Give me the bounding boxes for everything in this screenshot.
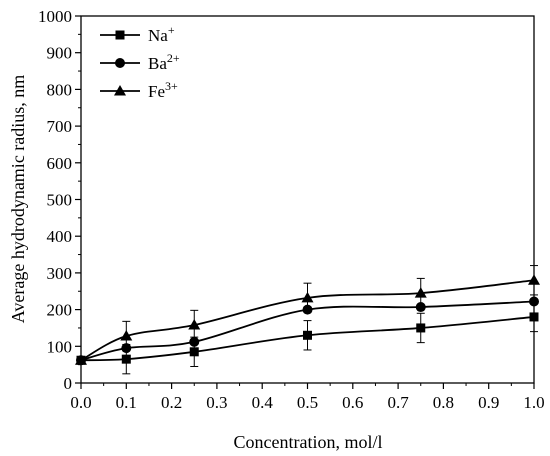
y-tick-label: 1000 bbox=[38, 7, 72, 26]
legend-marker bbox=[115, 58, 125, 68]
x-axis-title: Concentration, mol/l bbox=[234, 432, 383, 452]
x-tick-label: 0.6 bbox=[342, 393, 363, 412]
data-point bbox=[528, 274, 540, 285]
y-axis-title: Average hydrodynamic radius, nm bbox=[8, 75, 28, 324]
data-point bbox=[416, 323, 426, 333]
series-layer bbox=[75, 265, 540, 375]
x-tick-label: 0.1 bbox=[116, 393, 137, 412]
y-tick-label: 100 bbox=[47, 337, 73, 356]
data-point bbox=[414, 287, 427, 298]
x-tick-label: 0.7 bbox=[387, 393, 409, 412]
data-point bbox=[189, 347, 199, 357]
y-tick-label: 300 bbox=[47, 264, 73, 283]
data-point bbox=[529, 296, 539, 307]
data-point bbox=[301, 291, 314, 303]
legend-label-charge: 2+ bbox=[167, 51, 180, 65]
data-point bbox=[303, 330, 312, 340]
y-tick-label: 800 bbox=[47, 80, 73, 99]
y-tick-label: 600 bbox=[47, 154, 73, 173]
y-tick-label: 500 bbox=[47, 191, 73, 210]
legend: Na+ Ba2+ Fe3+ bbox=[100, 23, 180, 101]
x-tick-label: 0.2 bbox=[161, 393, 182, 412]
data-point bbox=[121, 354, 131, 364]
legend-entry-ba: Ba2+ bbox=[100, 51, 180, 73]
legend-label-charge: + bbox=[168, 23, 175, 37]
legend-label-charge: 3+ bbox=[165, 79, 178, 93]
y-tick-label: 200 bbox=[47, 301, 73, 320]
x-tick-label: 0.4 bbox=[252, 393, 274, 412]
y-tick-label: 0 bbox=[64, 374, 73, 393]
x-tick-label: 0.8 bbox=[433, 393, 454, 412]
legend-marker bbox=[115, 30, 125, 40]
data-point bbox=[120, 330, 133, 341]
x-tick-label: 0.0 bbox=[70, 393, 91, 412]
legend-label: Fe3+ bbox=[148, 79, 178, 101]
y-tick-label: 900 bbox=[47, 44, 73, 63]
legend-label: Ba2+ bbox=[148, 51, 180, 73]
series-fe bbox=[75, 265, 540, 365]
ticks: 0.0 0.1 0.2 0.3 0.4 0.5 0.6 0.7 0.8 0.9 1.0 0 100 200… bbox=[38, 7, 545, 412]
data-point bbox=[75, 354, 87, 365]
y-tick-label: 400 bbox=[47, 227, 73, 246]
y-tick-label: 700 bbox=[47, 117, 73, 136]
data-point bbox=[188, 319, 201, 330]
data-point bbox=[529, 312, 539, 322]
legend-label-symbol: Na bbox=[148, 26, 168, 45]
legend-entry-na: Na+ bbox=[100, 23, 175, 45]
legend-label-symbol: Ba bbox=[148, 54, 167, 73]
x-tick-label: 0.9 bbox=[478, 393, 499, 412]
x-tick-label: 0.3 bbox=[206, 393, 227, 412]
legend-label-symbol: Fe bbox=[148, 82, 165, 101]
legend-marker bbox=[114, 85, 126, 96]
legend-label: Na+ bbox=[148, 23, 175, 45]
x-tick-label: 1.0 bbox=[523, 393, 544, 412]
legend-entry-fe: Fe3+ bbox=[100, 79, 178, 101]
x-tick-label: 0.5 bbox=[297, 393, 318, 412]
